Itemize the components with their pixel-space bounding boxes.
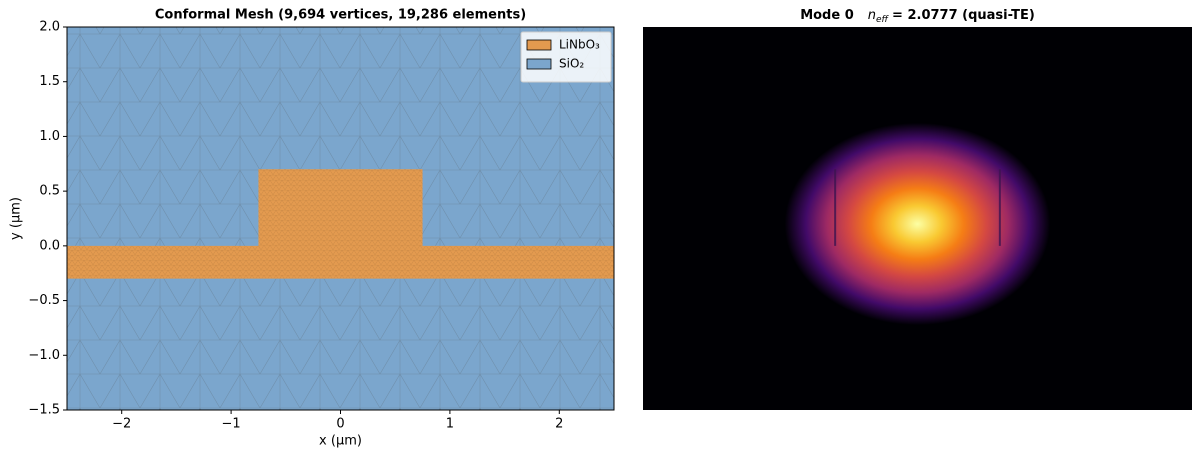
title-subscript: eff bbox=[876, 15, 890, 25]
title-symbol: n bbox=[868, 8, 876, 23]
legend: LiNbO₃ SiO₂ bbox=[520, 31, 612, 83]
x-tick-label: 2 bbox=[555, 417, 563, 432]
x-tick-label: −1 bbox=[222, 417, 241, 432]
x-tick-label: 0 bbox=[336, 417, 344, 432]
y-tick-label: −1.0 bbox=[28, 348, 60, 363]
y-tick-label: 1.0 bbox=[39, 129, 60, 144]
y-tick-label: 0.5 bbox=[39, 184, 60, 199]
y-axis-label: y (µm) bbox=[9, 197, 24, 240]
image-area bbox=[643, 27, 1192, 410]
x-axis-label: x (µm) bbox=[319, 434, 362, 449]
title-value: = 2.0777 (quasi-TE) bbox=[892, 8, 1035, 23]
x-tick-label: 1 bbox=[446, 417, 454, 432]
chart-title: Conformal Mesh (9,694 vertices, 19,286 e… bbox=[155, 8, 526, 23]
x-tick-label: −2 bbox=[112, 417, 131, 432]
y-tick-label: 1.5 bbox=[39, 74, 60, 89]
mode-panel: Mode 0 neff = 2.0777 (quasi-TE) bbox=[643, 8, 1192, 410]
mesh-panel: −2 −1 0 1 2 −1.5 −1.0 −0.5 0.0 0.5 1.0 1.5 2.0 x (µm)… bbox=[9, 8, 615, 449]
mesh-overlay bbox=[67, 169, 614, 279]
legend-swatch bbox=[526, 39, 552, 51]
chart-title: Mode 0 neff = 2.0777 (quasi-TE) bbox=[800, 8, 1035, 25]
y-tick-label: −0.5 bbox=[28, 293, 60, 308]
legend-swatch bbox=[526, 58, 552, 70]
y-tick-label: 0.0 bbox=[39, 238, 60, 253]
title-mode: Mode 0 bbox=[800, 8, 854, 23]
y-tick-label: −1.5 bbox=[28, 403, 60, 418]
y-tick-label: 2.0 bbox=[39, 20, 60, 35]
legend-label: SiO₂ bbox=[559, 57, 584, 71]
legend-label: LiNbO₃ bbox=[559, 38, 600, 52]
mode-field bbox=[784, 122, 1051, 326]
plot-area bbox=[67, 27, 614, 410]
